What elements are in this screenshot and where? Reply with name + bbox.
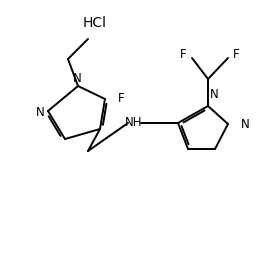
Text: HCl: HCl <box>83 16 107 30</box>
Text: N: N <box>210 88 218 101</box>
Text: F: F <box>118 91 125 104</box>
Text: N: N <box>241 118 250 131</box>
Text: N: N <box>73 72 81 85</box>
Text: F: F <box>233 47 240 60</box>
Text: N: N <box>36 105 44 118</box>
Text: F: F <box>180 47 187 60</box>
Text: NH: NH <box>125 116 143 129</box>
